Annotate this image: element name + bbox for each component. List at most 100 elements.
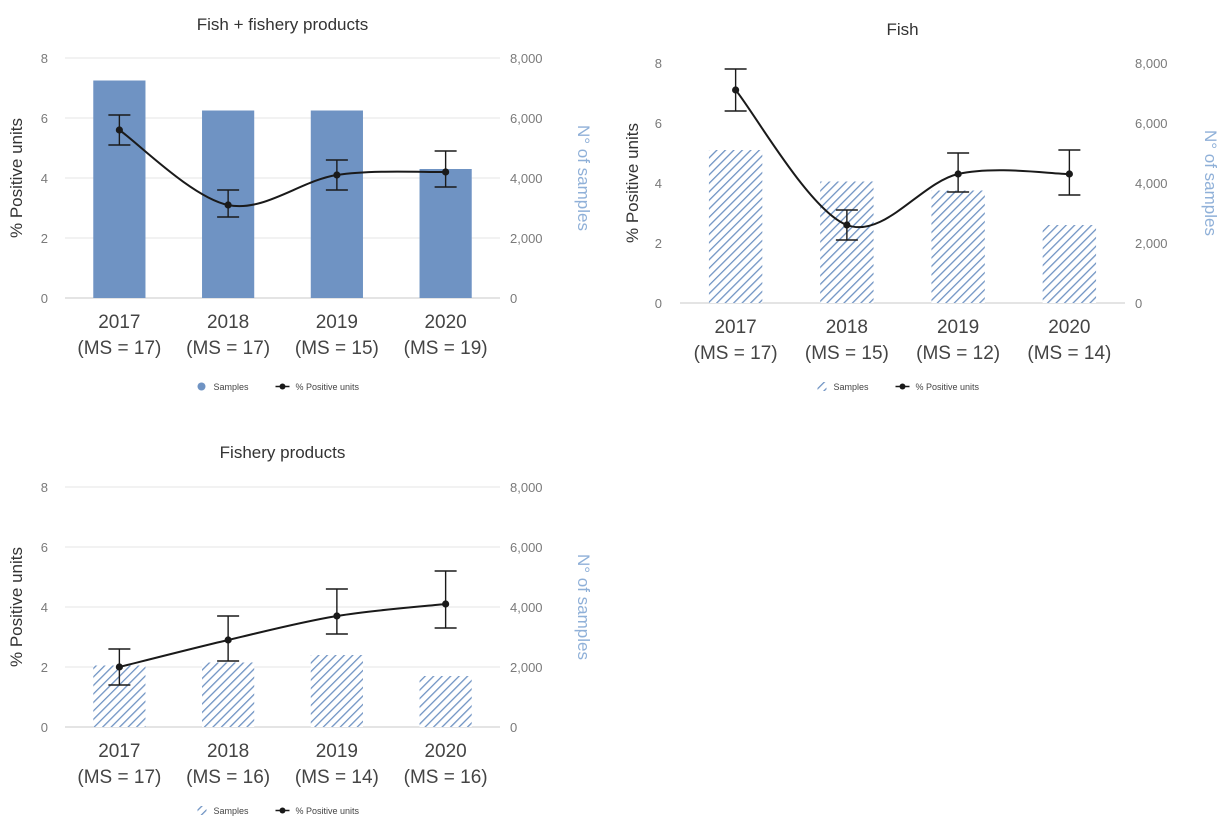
y2-tick-label: 0	[510, 720, 517, 735]
point-positive-units-2018	[224, 201, 232, 209]
bar-samples-2017	[708, 150, 763, 303]
line-positive-units	[118, 129, 446, 208]
x-tick-sublabel: (MS = 17)	[186, 338, 270, 359]
legend-label-samples: Samples	[834, 382, 870, 392]
point-positive-units-2020	[442, 168, 450, 176]
bar-samples-2017	[93, 80, 146, 298]
y2-tick-label: 0	[510, 291, 517, 306]
x-tick-label: 2020	[1048, 317, 1090, 338]
point-positive-units-2017	[115, 663, 123, 671]
line-positive-units	[734, 89, 1070, 229]
point-positive-units-2018	[224, 636, 232, 644]
chart-panel-fish-fishery-products: Fish + fishery products 0 0 2 2,000 4 4,000 6 6,…	[0, 0, 610, 410]
legend-label-samples: Samples	[214, 806, 250, 816]
x-tick-sublabel: (MS = 17)	[694, 343, 778, 364]
y-tick-label: 0	[41, 291, 48, 306]
legend-label-samples: Samples	[214, 382, 250, 392]
chart-svg: Fish 0 0 2 2,000 4 4,000 6 6,000 8 8,000 % Positive…	[623, 20, 1219, 392]
legend-swatch-marker	[899, 383, 906, 390]
y-tick-label: 0	[655, 296, 662, 311]
chart-svg: Fishery products 0 0 2 2,000 4 4,000 6 6,000 8 8,0…	[7, 443, 593, 816]
y2-tick-label: 2,000	[510, 660, 543, 675]
y2-tick-label: 4,000	[510, 171, 543, 186]
point-positive-units-2020	[1065, 170, 1073, 178]
point-positive-units-2019	[954, 170, 962, 178]
y-tick-label: 6	[655, 116, 662, 131]
legend-swatch-marker	[279, 383, 286, 390]
legend-swatch-samples	[197, 382, 206, 391]
x-tick-sublabel: (MS = 17)	[77, 767, 161, 788]
y-tick-label: 6	[41, 111, 48, 126]
x-tick-sublabel: (MS = 15)	[295, 338, 379, 359]
point-positive-units-2020	[442, 600, 450, 608]
y-tick-label: 0	[41, 720, 48, 735]
bar-samples-2020	[419, 676, 472, 727]
x-tick-sublabel: (MS = 14)	[1027, 343, 1111, 364]
y-axis-title: % Positive units	[7, 547, 26, 667]
y-axis-title: % Positive units	[7, 118, 26, 238]
x-tick-label: 2018	[207, 741, 249, 762]
x-tick-label: 2019	[937, 317, 979, 338]
x-tick-sublabel: (MS = 12)	[916, 343, 1000, 364]
point-positive-units-2017	[732, 86, 740, 94]
y-tick-label: 2	[41, 660, 48, 675]
chart-title: Fish	[886, 20, 918, 39]
chart-panel-fish: Fish 0 0 2 2,000 4 4,000 6 6,000 8 8,000 % Positive…	[620, 0, 1219, 410]
x-tick-label: 2017	[714, 317, 756, 338]
bar-samples-2018	[820, 181, 874, 303]
y2-tick-label: 6,000	[510, 111, 543, 126]
y-tick-label: 4	[41, 171, 48, 186]
legend-swatch-samples	[817, 382, 827, 391]
point-positive-units-2018	[843, 221, 851, 229]
y-tick-label: 4	[655, 176, 662, 191]
bar-samples-2020	[419, 169, 472, 298]
x-tick-label: 2017	[98, 312, 140, 333]
x-tick-label: 2018	[826, 317, 868, 338]
y2-tick-label: 0	[1135, 296, 1142, 311]
x-tick-sublabel: (MS = 14)	[295, 767, 379, 788]
y-tick-label: 8	[655, 56, 662, 71]
chart-svg: Fish + fishery products 0 0 2 2,000 4 4,000 6 6,…	[7, 15, 593, 392]
y2-axis-title: N° of samples	[1201, 130, 1219, 236]
x-tick-sublabel: (MS = 16)	[404, 767, 488, 788]
y2-tick-label: 8,000	[1135, 56, 1168, 71]
bar-samples-2020	[1042, 225, 1097, 303]
x-tick-label: 2017	[98, 741, 140, 762]
y2-tick-label: 8,000	[510, 480, 543, 495]
y2-tick-label: 8,000	[510, 51, 543, 66]
legend-label-positive-units: % Positive units	[296, 382, 360, 392]
y2-tick-label: 4,000	[510, 600, 543, 615]
legend-swatch-marker	[279, 807, 286, 814]
y2-tick-label: 2,000	[510, 231, 543, 246]
y-axis-title: % Positive units	[623, 123, 642, 243]
y2-tick-label: 4,000	[1135, 176, 1168, 191]
x-tick-sublabel: (MS = 19)	[404, 338, 488, 359]
x-tick-label: 2020	[424, 741, 466, 762]
y2-tick-label: 2,000	[1135, 236, 1168, 251]
y-tick-label: 2	[655, 236, 662, 251]
x-tick-label: 2019	[316, 312, 358, 333]
y-tick-label: 4	[41, 600, 48, 615]
y2-axis-title: N° of samples	[574, 125, 593, 231]
y-tick-label: 8	[41, 51, 48, 66]
bar-samples-2019	[931, 190, 985, 303]
legend-swatch-samples	[197, 806, 207, 815]
y-tick-label: 2	[41, 231, 48, 246]
y2-axis-title: N° of samples	[574, 554, 593, 660]
y-tick-label: 8	[41, 480, 48, 495]
y-tick-label: 6	[41, 540, 48, 555]
line-positive-units	[119, 603, 446, 668]
bar-samples-2019	[310, 110, 363, 298]
y2-tick-label: 6,000	[1135, 116, 1168, 131]
y2-tick-label: 6,000	[510, 540, 543, 555]
x-tick-sublabel: (MS = 15)	[805, 343, 889, 364]
legend-label-positive-units: % Positive units	[296, 806, 360, 816]
bar-samples-2018	[202, 662, 255, 727]
bar-samples-2019	[310, 655, 363, 727]
x-tick-sublabel: (MS = 16)	[186, 767, 270, 788]
x-tick-label: 2018	[207, 312, 249, 333]
x-tick-sublabel: (MS = 17)	[77, 338, 161, 359]
point-positive-units-2019	[333, 612, 341, 620]
x-tick-label: 2019	[316, 741, 358, 762]
legend-label-positive-units: % Positive units	[916, 382, 980, 392]
